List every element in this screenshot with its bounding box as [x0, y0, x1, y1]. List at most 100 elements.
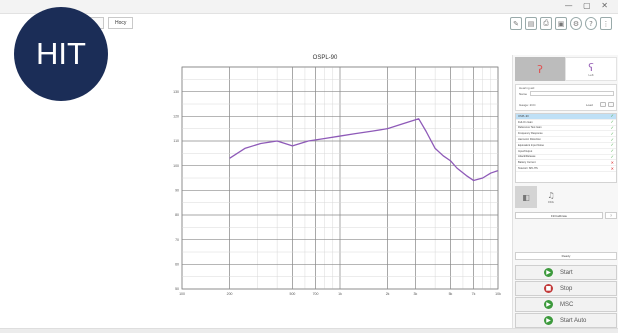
load-button[interactable] [600, 102, 606, 107]
test-list-item[interactable]: Telecoil / SPLITS ✕ [516, 166, 616, 172]
status-strip [0, 328, 618, 333]
y-tick-label: 80 [175, 213, 179, 217]
x-tick-label: 1k [338, 292, 342, 296]
y-tick-label: 110 [173, 139, 179, 143]
test-item-label: Attack/Release [518, 155, 536, 159]
start-auto-button[interactable]: ▶ Start Auto [515, 313, 617, 328]
play-icon: ▶ [544, 316, 553, 325]
fit-calibrate-button[interactable]: Fit/Calibrate [515, 212, 603, 219]
play-icon: ▶ [544, 268, 553, 277]
mode-speaker[interactable]: ◧ [515, 186, 537, 208]
window-controls[interactable]: — ▢ ✕ [564, 1, 612, 10]
x-tick-label: 7k [472, 292, 476, 296]
ospl90-curve [229, 118, 499, 182]
x-tick-label: 100 [179, 292, 185, 296]
test-list-item[interactable]: OSPL-90 ✓ [516, 114, 616, 120]
test-item-label: Frequency Response [518, 132, 543, 136]
test-list-item[interactable]: Equivalent Input Noise ✓ [516, 143, 616, 149]
x-tick-label: 500 [290, 292, 296, 296]
stop-label: Stop [560, 285, 573, 292]
x-tick-label: 2k [386, 292, 390, 296]
test-list: OSPL-90 ✓ Full-On Gain ✓ Reference Test Gain… [515, 113, 617, 183]
y-tick-label: 130 [173, 90, 179, 94]
msc-label: MSC [560, 301, 574, 308]
cross-icon: ✕ [610, 159, 614, 165]
name-label: Name [519, 92, 528, 96]
test-list-item[interactable]: Attack/Release ✓ [516, 153, 616, 161]
x-tick-label: 200 [227, 292, 233, 296]
left-ear-label: Left [588, 72, 594, 77]
check-icon: ✓ [610, 130, 614, 136]
right-ear-icon: ʔ [537, 62, 543, 76]
help-icon[interactable]: ? [585, 17, 597, 30]
x-tick-label: 10k [495, 292, 501, 296]
stop-button[interactable]: ■ Stop [515, 281, 617, 296]
right-ear-button[interactable]: ʔ [515, 57, 565, 81]
speaker-icon: ◧ [522, 192, 530, 202]
check-icon: ✓ [610, 142, 614, 148]
ear-selector: ʔ ʕ Left [515, 57, 617, 81]
play-icon: ▶ [544, 300, 553, 309]
test-list-item[interactable]: Frequency Response ✓ [516, 130, 616, 138]
test-list-item[interactable]: Battery Current ✕ [516, 159, 616, 167]
check-icon: ✓ [610, 153, 614, 159]
x-tick-label: 3k [414, 292, 418, 296]
mode-ffa-label: FFA [548, 199, 554, 204]
test-item-label: Telecoil / SPLITS [518, 167, 538, 171]
test-item-label: OSPL-90 [518, 114, 529, 118]
test-item-label: Full-On Gain [518, 120, 533, 124]
test-item-label: Battery Current [518, 161, 536, 165]
y-tick-label: 100 [173, 164, 179, 168]
edit-icon[interactable]: ✎ [510, 17, 522, 30]
load-options-button[interactable] [608, 102, 614, 107]
left-ear-button[interactable]: ʕ Left [565, 57, 617, 81]
ready-button[interactable]: Ready [515, 252, 617, 260]
test-list-item[interactable]: Reference Test Gain ✓ [516, 124, 616, 132]
start-auto-label: Start Auto [560, 317, 587, 324]
load-label: Load [586, 103, 593, 107]
ospl90-chart: 100 200 500 700 1k 2k 3k 5k 7k 10k 50 60 70 80 90 100 11… [173, 66, 501, 296]
save-icon[interactable]: ▣ [555, 17, 567, 30]
headphones-icon: ♫ [547, 190, 555, 200]
hit-logo-text: HIT [36, 36, 86, 71]
print-icon[interactable]: ⎙ [540, 17, 552, 30]
toolbar-icons: ✎ ▤ ⎙ ▣ ⚙ ? ⋮ [510, 17, 612, 30]
check-icon: ✓ [610, 124, 614, 130]
test-list-item[interactable]: Full-On Gain ✓ [516, 120, 616, 126]
hearing-aid-fieldset: Hearing aid Name Gauge: 2CC Load [515, 84, 617, 111]
y-tick-label: 120 [173, 115, 179, 119]
info-icon[interactable]: ? [605, 212, 617, 219]
test-item-label: Harmonic Distortion [518, 138, 541, 142]
y-tick-label: 50 [175, 287, 179, 291]
y-tick-label: 90 [175, 189, 179, 193]
fieldset-legend: Hearing aid [519, 86, 535, 90]
x-tick-label: 5k [449, 292, 453, 296]
msc-button[interactable]: ▶ MSC [515, 297, 617, 312]
document-icon[interactable]: ▤ [525, 17, 537, 30]
check-icon: ✓ [610, 119, 614, 125]
gauge-label: Gauge: 2CC [519, 103, 536, 107]
mode-ffa[interactable]: ♫ FFA [540, 186, 562, 208]
left-ear-icon: ʕ [588, 60, 594, 74]
hit-logo-badge: HIT [14, 7, 108, 101]
test-item-label: Equivalent Input Noise [518, 143, 544, 147]
y-tick-label: 70 [175, 238, 179, 242]
cross-icon: ✕ [610, 165, 614, 171]
y-tick-label: 60 [175, 263, 179, 267]
name-input[interactable] [530, 91, 614, 96]
mode-selector: ◧ ♫ FFA [515, 186, 562, 208]
tab-second[interactable]: Hocy [108, 17, 134, 29]
x-tick-label: 700 [313, 292, 319, 296]
stop-icon: ■ [544, 284, 553, 293]
check-icon: ✓ [610, 148, 614, 154]
test-list-item[interactable]: Input/Output ✓ [516, 149, 616, 155]
test-list-item[interactable]: Harmonic Distortion ✓ [516, 137, 616, 143]
menu-icon[interactable]: ⋮ [600, 17, 612, 30]
start-label: Start [560, 269, 573, 276]
title-bar: — ▢ ✕ [0, 0, 618, 14]
settings-icon[interactable]: ⚙ [570, 17, 582, 30]
test-item-label: Reference Test Gain [518, 126, 542, 130]
check-icon: ✓ [610, 136, 614, 142]
chart-panel: 100 200 500 700 1k 2k 3k 5k 7k 10k 50 60 70 80 90 100 11… [140, 55, 510, 305]
start-button[interactable]: ▶ Start [515, 265, 617, 280]
